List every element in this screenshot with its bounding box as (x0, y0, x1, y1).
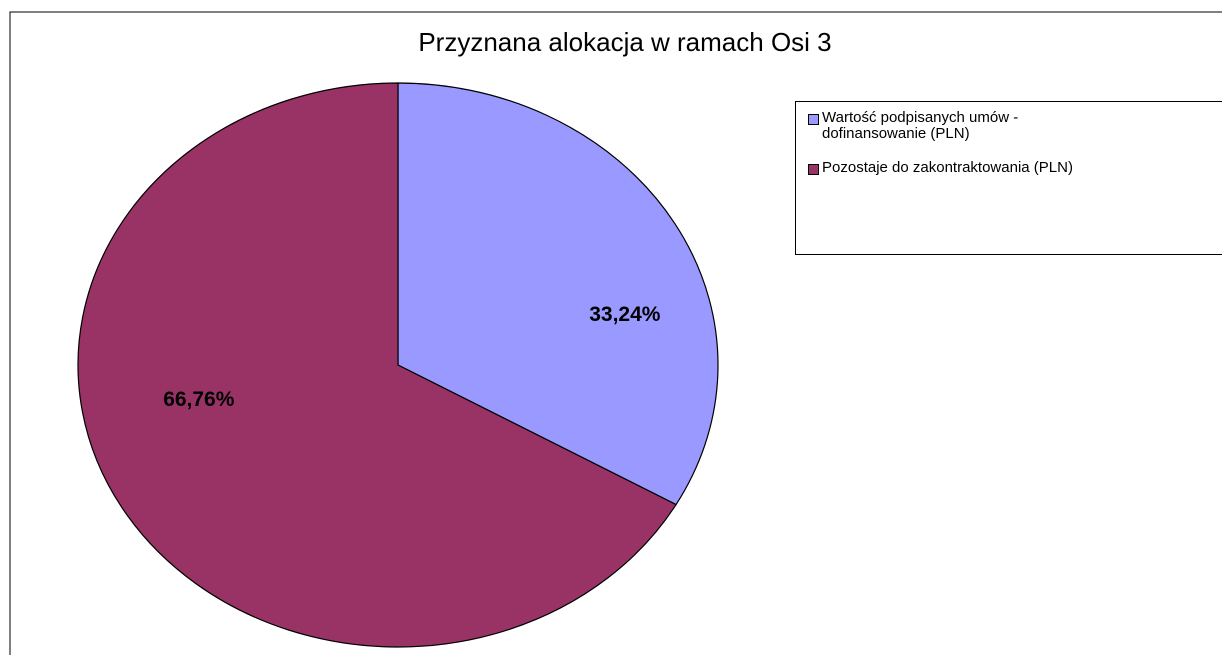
legend-item: Pozostaje do zakontraktowania (PLN) (808, 160, 1128, 176)
pie-slice (397, 82, 719, 506)
legend-item: Wartość podpisanych umów - dofinansowani… (808, 110, 1128, 142)
legend-label: Wartość podpisanych umów - dofinansowani… (822, 109, 1019, 142)
chart-title: Przyznana alokacja w ramach Osi 3 (418, 27, 831, 57)
pie: 33,24% 66,76% (77, 82, 719, 648)
data-label: 66,76% (163, 388, 235, 411)
legend-swatch (808, 114, 819, 125)
legend-swatch (808, 164, 819, 175)
data-label: 33,24% (589, 303, 661, 326)
legend: Wartość podpisanych umów - dofinansowani… (795, 101, 1222, 255)
pie-slice (77, 82, 677, 648)
legend-label: Pozostaje do zakontraktowania (PLN) (822, 159, 1073, 176)
